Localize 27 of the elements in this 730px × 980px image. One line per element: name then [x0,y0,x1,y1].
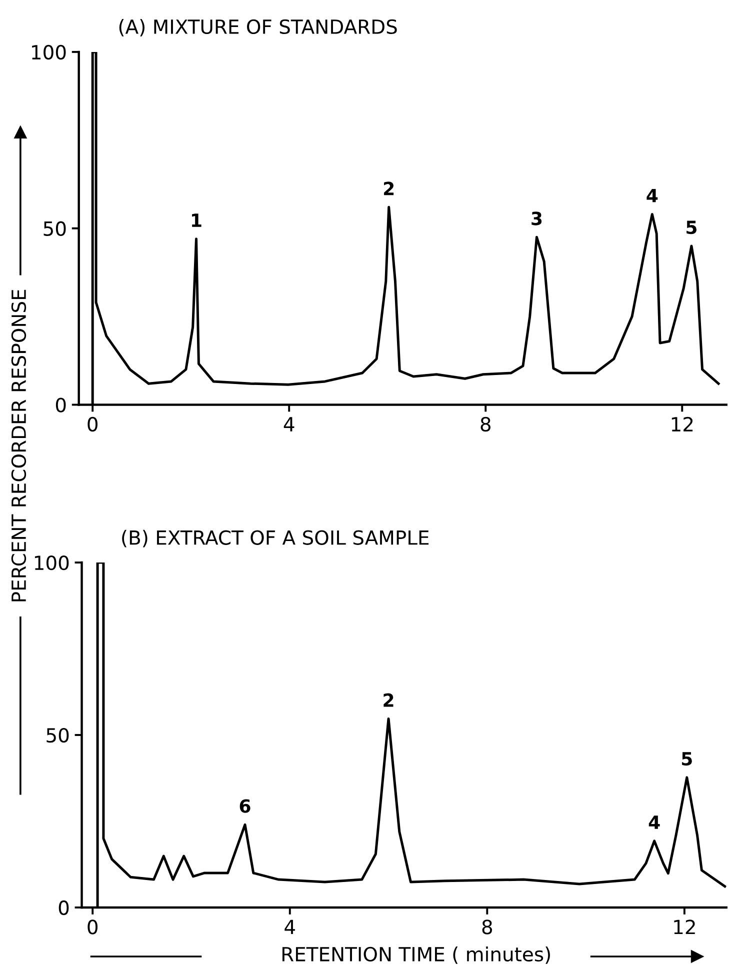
y-tick-label: 50 [46,728,69,743]
x-tick-label: 12 [674,920,695,934]
x-tick-label: 12 [672,416,693,432]
annotation: 3 [532,212,542,226]
annotation: 5 [686,220,696,234]
y-tick-label: 50 [44,221,66,236]
annotation: 6 [240,799,250,813]
x-tick-label: 4 [284,417,294,432]
annotation: 1 [192,214,202,227]
x-tick-label: 8 [480,416,490,432]
x-axis-title: RETENTION TIME ( minutes) [282,946,550,964]
x-tick-label: 0 [88,920,98,934]
x-tick-label: 4 [284,920,295,934]
y-tick-label: 0 [58,900,69,916]
annotation: 4 [646,188,658,202]
annotation: 2 [384,182,394,196]
y-tick-label: 100 [32,44,66,60]
chart-title: (A) MIXTURE OF STANDARDS [119,19,397,36]
chart-title: (B) EXTRACT OF A SOIL SAMPLE [122,530,429,548]
annotation: 2 [384,693,394,707]
y-tick-label: 0 [56,398,66,412]
x-tick-label: 8 [482,920,492,934]
x-tick-label: 0 [88,416,98,432]
annotation: 5 [682,752,692,766]
annotation: 4 [648,816,660,829]
y-tick-label: 100 [34,555,69,570]
y-axis-title: PERCENT RECORDER RESPONSE [11,290,26,602]
